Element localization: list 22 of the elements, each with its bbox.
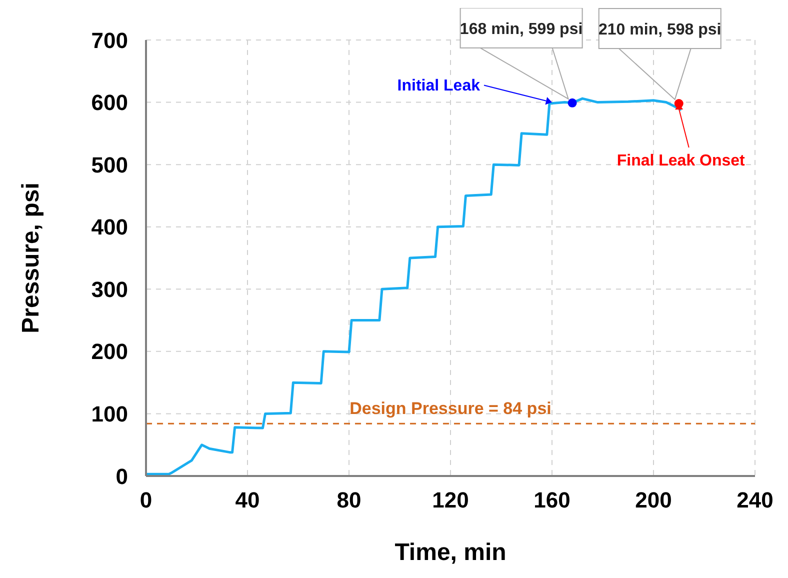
- y-tick-label: 100: [91, 402, 128, 427]
- text: 168 min, 599 psi: [460, 20, 583, 38]
- x-tick-label: 120: [432, 488, 469, 513]
- y-axis-title: Pressure, psi: [18, 182, 45, 334]
- y-tick-label: 200: [91, 339, 128, 364]
- y-tick-label: 300: [91, 276, 128, 302]
- y-tick-label: 400: [91, 214, 128, 240]
- ref-line-label: Design Pressure = 84 psi: [350, 398, 552, 418]
- annotation: Initial Leak: [397, 77, 480, 94]
- x-axis-title: Time, min: [394, 539, 506, 566]
- x-tick-label: 40: [235, 488, 260, 513]
- text: 210 min, 598 psi: [598, 22, 722, 39]
- x-tick-label: 200: [635, 488, 672, 513]
- annotation: Final Leak Onset: [616, 152, 746, 170]
- x-tick-label: 0: [140, 488, 152, 513]
- x-tick-label: 80: [336, 488, 362, 513]
- x-tick-label: 160: [534, 488, 570, 513]
- y-tick-label: 0: [116, 464, 128, 489]
- y-tick-label: 600: [91, 90, 128, 116]
- y-tick-label: 700: [91, 28, 128, 53]
- x-tick-label: 240: [736, 488, 774, 513]
- y-tick-label: 500: [91, 152, 128, 178]
